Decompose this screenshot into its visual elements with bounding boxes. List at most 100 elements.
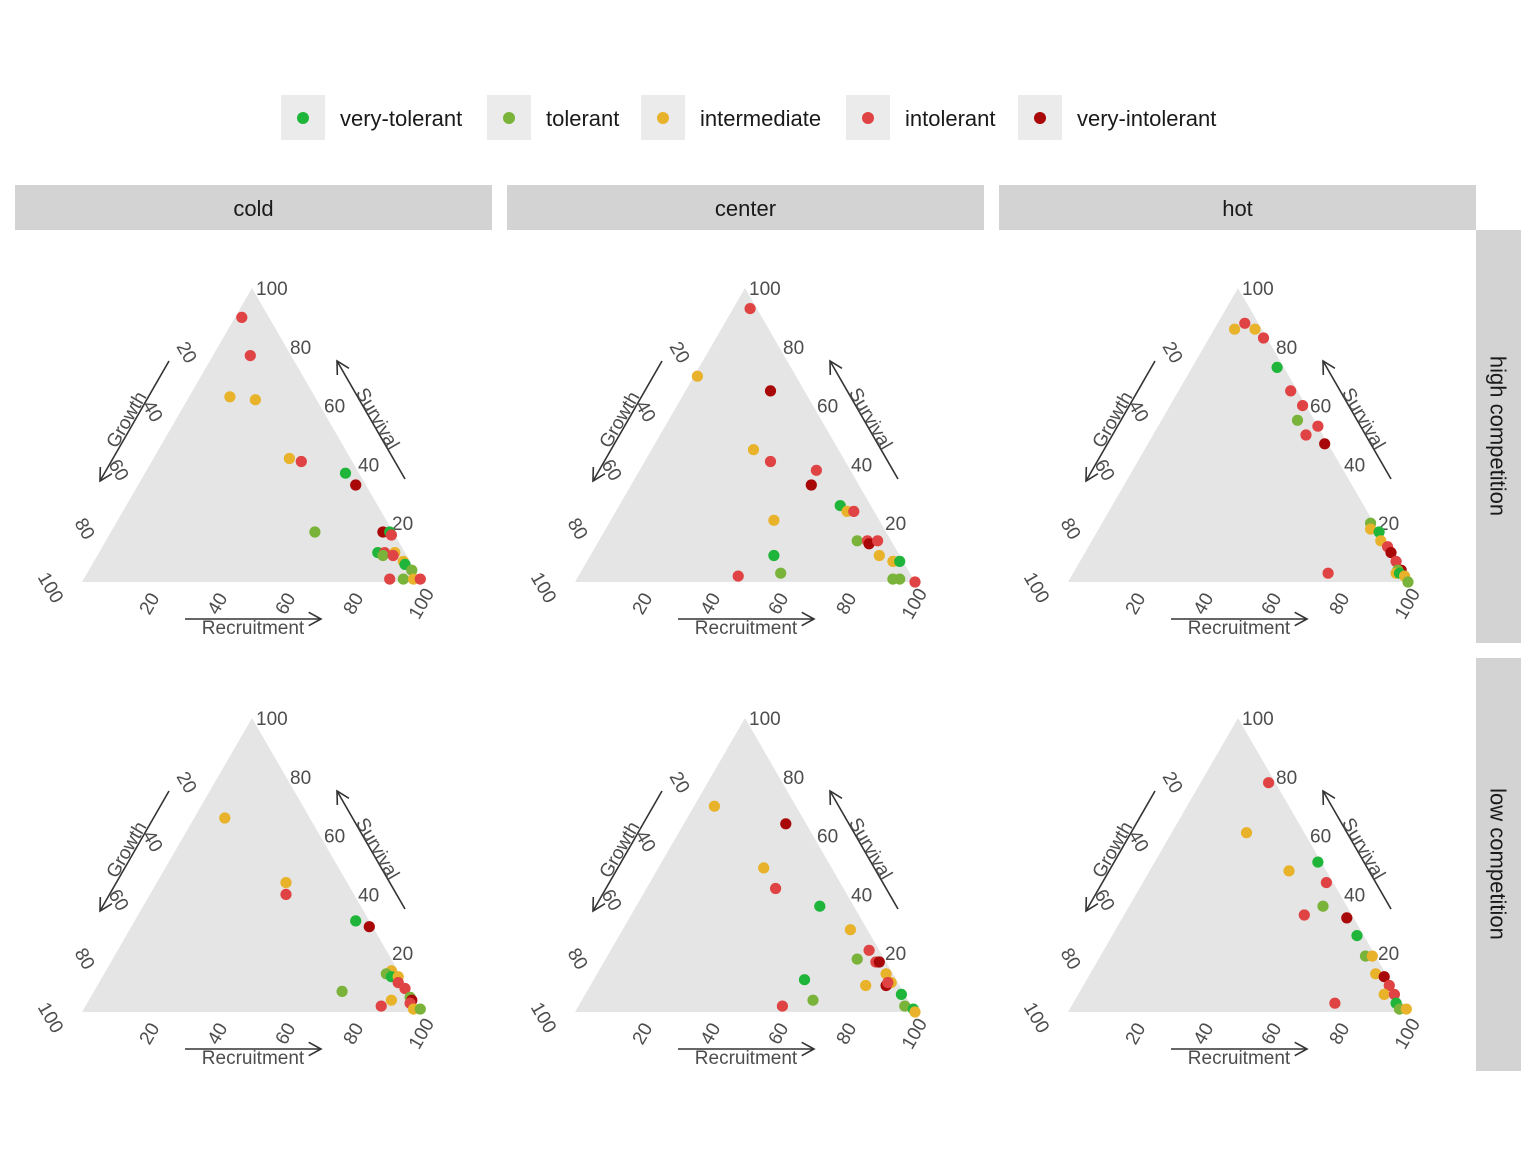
- tick-label-recruitment: 40: [204, 590, 233, 619]
- axis-title-recruitment: Recruitment: [202, 618, 305, 639]
- data-point-very-intolerant: [863, 538, 875, 550]
- data-point-intolerant: [863, 944, 875, 956]
- tick-label-recruitment: 100: [405, 585, 439, 623]
- axis-arrow-head: [829, 359, 843, 376]
- data-point-intolerant: [770, 882, 782, 895]
- strip-label: high competition: [1486, 356, 1511, 516]
- tick-label-growth: 100: [1019, 999, 1053, 1037]
- tick-label-survival: 40: [358, 455, 379, 476]
- tick-label-recruitment: 20: [1122, 1020, 1151, 1049]
- tick-label-recruitment: 40: [697, 1020, 726, 1049]
- axis-arrow-line: [336, 360, 406, 480]
- axis-title-growth: Growth: [596, 818, 645, 882]
- axis-arrow-line: [1085, 360, 1156, 482]
- data-point-intermediate: [283, 452, 295, 465]
- data-point-tolerant: [1317, 900, 1329, 912]
- tick-label-survival: 20: [392, 514, 413, 535]
- data-point-intolerant: [1329, 997, 1341, 1009]
- data-point-very-intolerant: [805, 479, 817, 491]
- legend-label: very-tolerant: [340, 106, 462, 131]
- data-point-tolerant: [1402, 576, 1414, 588]
- ternary-background: [1068, 288, 1408, 582]
- data-point-intolerant: [1320, 877, 1332, 889]
- data-points: [708, 800, 921, 1018]
- data-point-intermediate: [1400, 1003, 1412, 1015]
- tick-label-recruitment: 20: [1122, 590, 1151, 619]
- tick-label-growth: 20: [1158, 768, 1187, 797]
- tick-label-recruitment: 60: [272, 1020, 301, 1049]
- axis-arrow-head: [592, 466, 606, 483]
- tick-label-recruitment: 20: [629, 1020, 658, 1049]
- data-point-very-tolerant: [339, 467, 352, 479]
- legend-marker: [503, 112, 515, 124]
- tick-label-survival: 20: [885, 514, 906, 535]
- data-point-intermediate: [880, 968, 892, 980]
- data-point-very-intolerant: [764, 385, 777, 397]
- data-point-very-tolerant: [895, 988, 908, 1001]
- tick-label-recruitment: 80: [340, 1020, 369, 1049]
- axis-arrow-line: [336, 790, 406, 910]
- strip-low-competition: [1476, 658, 1521, 1071]
- data-point-very-intolerant: [1341, 912, 1353, 924]
- tick-label-growth: 100: [33, 999, 67, 1037]
- tick-label-survival: 100: [749, 279, 781, 300]
- tick-label-growth: 20: [172, 768, 201, 797]
- data-point-tolerant: [406, 564, 418, 576]
- axis-title-recruitment: Recruitment: [1188, 618, 1291, 639]
- tick-label-growth: 100: [526, 569, 560, 607]
- data-point-tolerant: [309, 526, 321, 538]
- axis-arrow-head: [801, 611, 816, 627]
- data-point-tolerant: [414, 1003, 426, 1015]
- data-point-very-intolerant: [1319, 438, 1331, 450]
- tick-label-recruitment: 80: [1326, 590, 1355, 619]
- data-point-intermediate: [691, 370, 704, 382]
- strip-label: cold: [233, 196, 273, 221]
- axis-title-recruitment: Recruitment: [695, 618, 798, 639]
- data-point-intermediate: [1378, 988, 1390, 1001]
- tick-label-survival: 80: [783, 338, 804, 359]
- tick-label-recruitment: 20: [629, 590, 658, 619]
- axis-arrow-head: [1294, 611, 1309, 627]
- tick-label-survival: 40: [1344, 885, 1365, 906]
- data-point-intermediate: [1283, 865, 1295, 877]
- axis-title-survival: Survival: [1337, 814, 1389, 883]
- tick-label-survival: 40: [851, 885, 872, 906]
- tick-label-recruitment: 100: [405, 1015, 439, 1053]
- data-point-tolerant: [377, 549, 389, 562]
- tick-label-survival: 80: [290, 768, 311, 789]
- data-point-intermediate: [844, 924, 857, 936]
- axis-arrow-head: [1294, 1041, 1309, 1057]
- tick-label-survival: 20: [885, 944, 906, 965]
- tick-label-growth: 60: [1090, 886, 1119, 915]
- axis-arrow-line: [99, 790, 170, 912]
- tick-label-survival: 20: [392, 944, 413, 965]
- data-point-intolerant: [1297, 400, 1309, 412]
- tick-label-recruitment: 20: [136, 590, 165, 619]
- axis-arrow-line: [592, 790, 663, 912]
- axis-title-survival: Survival: [844, 814, 896, 883]
- axis-arrow-line: [1085, 790, 1156, 912]
- tick-label-survival: 100: [1242, 709, 1274, 730]
- data-point-intermediate: [219, 812, 231, 824]
- data-point-very-intolerant: [350, 479, 362, 491]
- tick-label-growth: 20: [665, 768, 694, 797]
- legend-marker: [1034, 112, 1046, 124]
- data-point-very-tolerant: [894, 555, 906, 568]
- tick-label-recruitment: 100: [898, 585, 932, 623]
- data-point-intolerant: [1239, 317, 1251, 329]
- data-point-tolerant: [1291, 414, 1304, 426]
- data-point-intermediate: [1240, 827, 1253, 839]
- data-point-tolerant: [894, 573, 906, 585]
- axis-arrow-head: [308, 611, 323, 627]
- data-point-tolerant: [899, 1000, 911, 1012]
- axis-title-survival: Survival: [351, 814, 403, 883]
- data-point-intermediate: [1365, 523, 1377, 535]
- legend-marker: [862, 112, 874, 124]
- axis-title-recruitment: Recruitment: [695, 1048, 798, 1069]
- data-point-intolerant: [399, 982, 411, 995]
- data-point-intermediate: [385, 994, 397, 1006]
